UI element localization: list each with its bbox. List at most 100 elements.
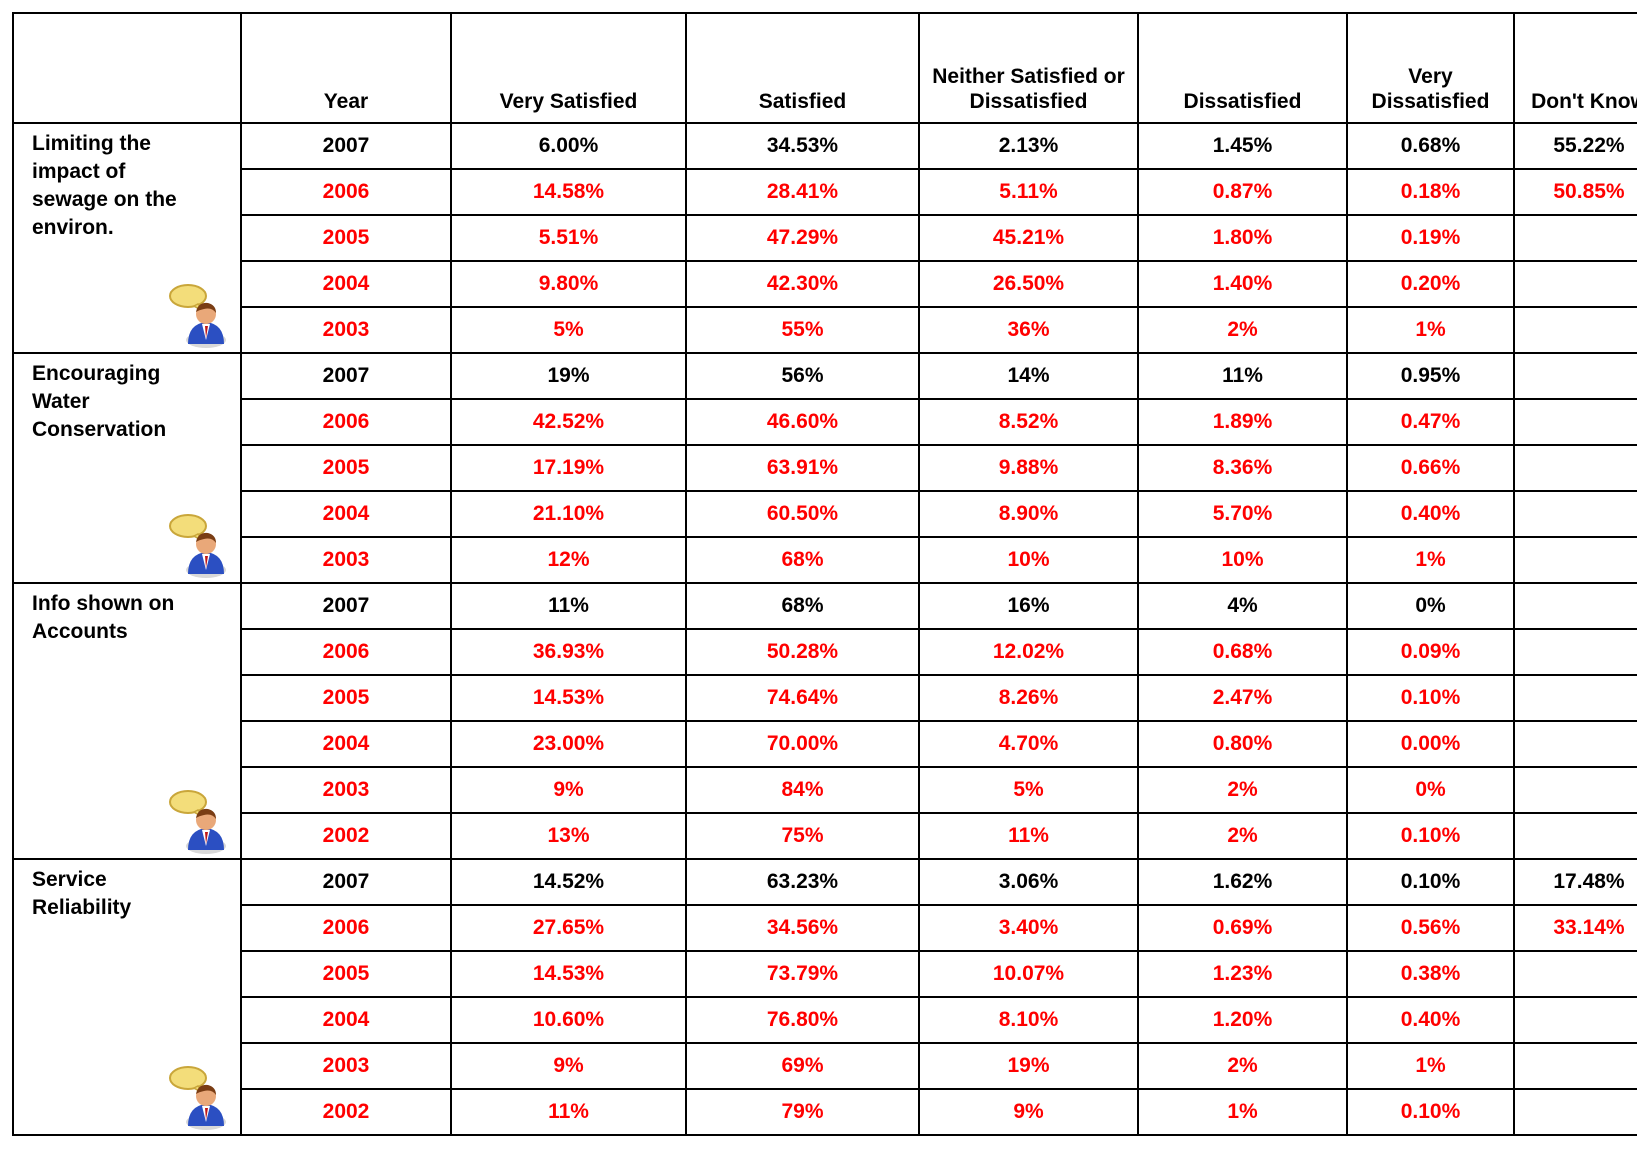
value-cell: 63.91%: [686, 445, 919, 491]
table-row: Limiting the impact of sewage on the env…: [13, 123, 1637, 169]
value-cell: [1514, 1043, 1637, 1089]
value-cell: 8.52%: [919, 399, 1138, 445]
column-header: Year: [241, 13, 451, 123]
group-label: Limiting the impact of sewage on the env…: [32, 130, 207, 242]
value-cell: 5.51%: [451, 215, 686, 261]
value-cell: 1%: [1347, 537, 1514, 583]
year-cell: 2004: [241, 261, 451, 307]
value-cell: 73.79%: [686, 951, 919, 997]
year-cell: 2002: [241, 1089, 451, 1135]
year-cell: 2005: [241, 445, 451, 491]
year-cell: 2006: [241, 399, 451, 445]
value-cell: 23.00%: [451, 721, 686, 767]
value-cell: 0.40%: [1347, 491, 1514, 537]
value-cell: [1514, 997, 1637, 1043]
year-cell: 2007: [241, 583, 451, 629]
value-cell: 3.40%: [919, 905, 1138, 951]
year-cell: 2004: [241, 997, 451, 1043]
person-icon: [168, 788, 230, 854]
value-cell: 1.62%: [1138, 859, 1347, 905]
year-cell: 2003: [241, 537, 451, 583]
value-cell: 2%: [1138, 307, 1347, 353]
value-cell: 70.00%: [686, 721, 919, 767]
value-cell: 0.95%: [1347, 353, 1514, 399]
value-cell: 13%: [451, 813, 686, 859]
value-cell: [1514, 1089, 1637, 1135]
value-cell: 0%: [1347, 583, 1514, 629]
value-cell: 63.23%: [686, 859, 919, 905]
value-cell: 1%: [1138, 1089, 1347, 1135]
value-cell: 9.88%: [919, 445, 1138, 491]
value-cell: 1.80%: [1138, 215, 1347, 261]
value-cell: 68%: [686, 537, 919, 583]
value-cell: 0.87%: [1138, 169, 1347, 215]
value-cell: 0.10%: [1347, 859, 1514, 905]
value-cell: 9%: [919, 1089, 1138, 1135]
value-cell: 12.02%: [919, 629, 1138, 675]
value-cell: 45.21%: [919, 215, 1138, 261]
value-cell: 75%: [686, 813, 919, 859]
value-cell: 16%: [919, 583, 1138, 629]
value-cell: 19%: [451, 353, 686, 399]
year-cell: 2004: [241, 491, 451, 537]
value-cell: 0.47%: [1347, 399, 1514, 445]
value-cell: 0.66%: [1347, 445, 1514, 491]
value-cell: 0.00%: [1347, 721, 1514, 767]
value-cell: 17.48%: [1514, 859, 1637, 905]
group-label: Encouraging Water Conservation: [32, 360, 207, 444]
year-cell: 2006: [241, 905, 451, 951]
column-header: Neither Satisfied or Dissatisfied: [919, 13, 1138, 123]
value-cell: 0.56%: [1347, 905, 1514, 951]
corner-cell: [13, 13, 241, 123]
value-cell: [1514, 767, 1637, 813]
year-cell: 2003: [241, 307, 451, 353]
year-cell: 2005: [241, 215, 451, 261]
person-icon: [168, 1064, 230, 1130]
value-cell: 42.52%: [451, 399, 686, 445]
value-cell: 1%: [1347, 307, 1514, 353]
value-cell: 79%: [686, 1089, 919, 1135]
value-cell: 6.00%: [451, 123, 686, 169]
value-cell: 74.64%: [686, 675, 919, 721]
value-cell: [1514, 491, 1637, 537]
value-cell: 0.68%: [1138, 629, 1347, 675]
value-cell: 1.23%: [1138, 951, 1347, 997]
value-cell: 1.20%: [1138, 997, 1347, 1043]
value-cell: 11%: [451, 1089, 686, 1135]
value-cell: 36%: [919, 307, 1138, 353]
value-cell: [1514, 675, 1637, 721]
value-cell: 11%: [451, 583, 686, 629]
value-cell: 47.29%: [686, 215, 919, 261]
value-cell: 8.36%: [1138, 445, 1347, 491]
value-cell: 0.80%: [1138, 721, 1347, 767]
value-cell: 26.50%: [919, 261, 1138, 307]
value-cell: 17.19%: [451, 445, 686, 491]
year-cell: 2006: [241, 169, 451, 215]
value-cell: [1514, 215, 1637, 261]
value-cell: 0.18%: [1347, 169, 1514, 215]
value-cell: 1.45%: [1138, 123, 1347, 169]
value-cell: 14%: [919, 353, 1138, 399]
year-cell: 2002: [241, 813, 451, 859]
value-cell: 2%: [1138, 813, 1347, 859]
value-cell: 14.58%: [451, 169, 686, 215]
value-cell: 8.10%: [919, 997, 1138, 1043]
group-label-cell: Service Reliability: [13, 859, 241, 1135]
value-cell: [1514, 353, 1637, 399]
value-cell: 21.10%: [451, 491, 686, 537]
value-cell: 9%: [451, 767, 686, 813]
column-header: Very Satisfied: [451, 13, 686, 123]
value-cell: 0.19%: [1347, 215, 1514, 261]
